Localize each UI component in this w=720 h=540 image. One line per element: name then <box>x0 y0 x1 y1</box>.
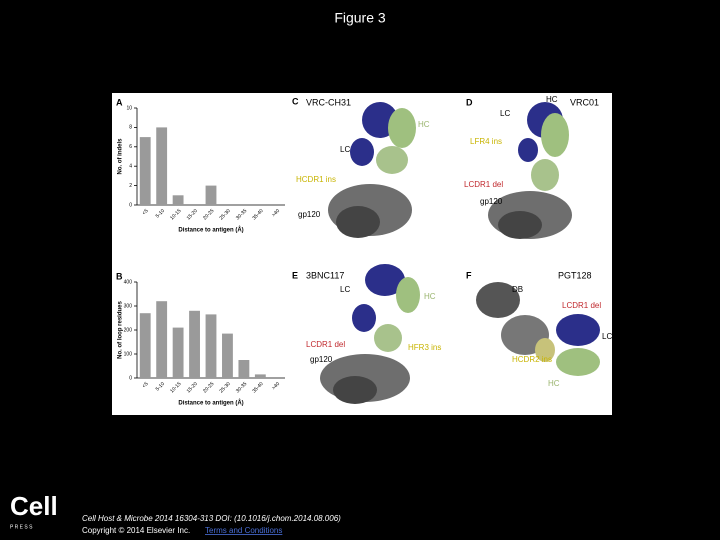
antibody-name: VRC01 <box>570 97 599 107</box>
antibody-name: VRC-CH31 <box>306 97 351 107</box>
bar <box>172 195 184 205</box>
panel-e: E 3BNC117 LC HC LCDR1 del HFR3 ins gp120 <box>292 264 441 404</box>
x-tick-label: 5-10 <box>155 381 166 392</box>
x-axis-label: Distance to antigen (Å) <box>178 227 243 234</box>
x-tick-label: <5 <box>141 208 149 216</box>
bar <box>205 314 217 378</box>
x-tick-label: >40 <box>271 381 281 391</box>
copyright: Copyright © 2014 Elsevier Inc. <box>82 526 190 535</box>
label: gp120 <box>298 210 321 219</box>
label: LCDR1 del <box>562 301 601 310</box>
y-tick-label: 2 <box>129 183 132 189</box>
panel-letter: B <box>116 271 123 281</box>
x-tick-label: >40 <box>271 208 281 218</box>
panel-letter: E <box>292 270 298 280</box>
y-tick-label: 400 <box>124 279 133 285</box>
gp120 <box>333 376 377 404</box>
chain-gray <box>476 282 520 318</box>
label: DB <box>512 285 523 294</box>
antibody-name: 3BNC117 <box>306 270 344 280</box>
y-tick-label: 0 <box>129 375 132 381</box>
y-tick-label: 8 <box>129 125 132 131</box>
logo: Cell <box>10 491 58 521</box>
y-axis-label: No. of indels <box>118 138 124 175</box>
label: LCDR1 del <box>464 180 503 189</box>
bar <box>139 313 151 378</box>
glycan <box>535 338 555 362</box>
chain-green <box>556 348 600 376</box>
y-tick-label: 100 <box>124 351 133 357</box>
citation: Cell Host & Microbe 2014 16304-313 DOI: … <box>82 514 341 523</box>
label: LCDR1 del <box>306 340 345 349</box>
label: LFR4 ins <box>470 137 502 146</box>
x-axis-label: Distance to antigen (Å) <box>178 400 243 407</box>
antibody-name: PGT128 <box>558 270 592 280</box>
label: HCDR2 ins <box>512 355 552 364</box>
bar <box>238 360 250 378</box>
panel-letter: F <box>466 270 472 280</box>
y-tick-label: 10 <box>126 105 132 111</box>
label: LC <box>602 332 612 341</box>
x-tick-label: 5-10 <box>155 208 166 219</box>
label: HC <box>424 292 436 301</box>
bar <box>156 127 168 205</box>
bar <box>189 310 200 378</box>
label: LC <box>340 285 350 294</box>
y-axis-label: No. of loop residues <box>118 301 124 359</box>
label: HC <box>418 120 430 129</box>
panel-letter: A <box>116 97 123 107</box>
y-tick-label: 300 <box>124 303 133 309</box>
chain-green <box>396 277 420 313</box>
chain-blue <box>352 304 376 332</box>
x-tick-label: <5 <box>141 381 149 389</box>
chain-blue <box>350 138 374 166</box>
y-tick-label: 0 <box>129 202 132 208</box>
chain-blue <box>556 314 600 346</box>
panel-c: C VRC-CH31 LC HC HCDR1 ins gp120 <box>292 96 430 238</box>
label: LC <box>500 109 510 118</box>
panel-d: D VRC01 HC LC LFR4 ins LCDR1 del gp120 <box>464 95 599 239</box>
panel-letter: D <box>466 97 473 107</box>
label: HCDR1 ins <box>296 175 336 184</box>
logo-sub: P R E S S <box>10 524 33 530</box>
terms-link[interactable]: Terms and Conditions <box>205 526 282 535</box>
chain-blue <box>365 264 405 296</box>
label: HC <box>546 95 558 104</box>
y-tick-label: 6 <box>129 144 132 150</box>
panel-f: F PGT128 DB LCDR1 del LC HCDR2 ins HC <box>466 270 612 388</box>
chain-green <box>388 108 416 148</box>
bar <box>172 327 184 378</box>
bar <box>205 185 217 205</box>
chain-green <box>376 146 408 174</box>
slide-title: Figure 3 <box>334 10 386 26</box>
chain-green <box>541 113 569 157</box>
label: HFR3 ins <box>408 343 441 352</box>
panel-letter: C <box>292 96 299 106</box>
chain-green <box>374 324 402 352</box>
y-tick-label: 200 <box>124 327 133 333</box>
label: HC <box>548 379 560 388</box>
chain-blue <box>518 138 538 162</box>
bar <box>222 333 233 378</box>
label: LC <box>340 145 350 154</box>
label: gp120 <box>310 355 333 364</box>
label: gp120 <box>480 197 503 206</box>
y-tick-label: 4 <box>129 164 132 170</box>
chain-green <box>531 159 559 191</box>
gp120 <box>498 211 542 239</box>
bar <box>139 137 151 205</box>
bar <box>254 374 266 378</box>
gp120 <box>336 206 380 238</box>
bar <box>156 301 168 378</box>
